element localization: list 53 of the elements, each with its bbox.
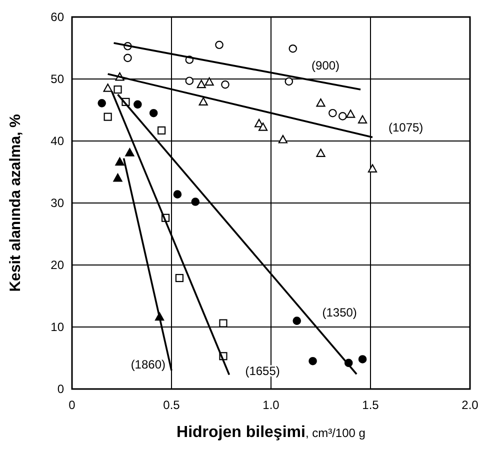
y-tick-label: 0 bbox=[57, 382, 64, 396]
point bbox=[103, 84, 112, 92]
point bbox=[258, 122, 268, 131]
point bbox=[278, 135, 288, 144]
point bbox=[215, 40, 224, 50]
point bbox=[368, 164, 378, 172]
point bbox=[308, 356, 317, 366]
x-tick-label: 0.5 bbox=[163, 398, 180, 412]
y-tick-label: 20 bbox=[50, 258, 64, 272]
series-label: (900) bbox=[312, 58, 340, 73]
point bbox=[198, 97, 208, 106]
point bbox=[284, 77, 294, 86]
y-tick-label: 30 bbox=[50, 196, 64, 210]
point bbox=[124, 54, 132, 62]
point bbox=[358, 355, 367, 364]
point bbox=[316, 98, 326, 107]
x-tick-label: 1.5 bbox=[362, 398, 380, 412]
point bbox=[316, 148, 326, 157]
point bbox=[175, 274, 184, 282]
point bbox=[149, 108, 158, 118]
point bbox=[328, 108, 337, 118]
point bbox=[98, 99, 106, 108]
point bbox=[158, 126, 166, 135]
y-tick-label: 40 bbox=[50, 134, 64, 148]
point bbox=[115, 157, 124, 166]
x-axis-title: Hidrojen bileşimi, cm³/100 g bbox=[176, 424, 366, 441]
point bbox=[358, 115, 368, 124]
point bbox=[219, 319, 228, 328]
point bbox=[221, 80, 230, 89]
point bbox=[191, 198, 200, 206]
point bbox=[338, 112, 347, 120]
point bbox=[346, 110, 356, 118]
point bbox=[134, 100, 142, 109]
point bbox=[104, 112, 112, 121]
y-axis-title: Kesit alanında azalma, % bbox=[7, 114, 24, 292]
series-label: (1860) bbox=[130, 358, 166, 372]
x-tick-label: 0 bbox=[68, 398, 76, 412]
point bbox=[204, 77, 214, 86]
series-label: (1075) bbox=[388, 120, 424, 134]
point bbox=[125, 148, 134, 156]
y-tick-label: 60 bbox=[50, 10, 64, 24]
point bbox=[185, 76, 194, 86]
point bbox=[114, 85, 122, 94]
x-tick-label: 1.0 bbox=[262, 398, 280, 412]
point bbox=[173, 190, 182, 198]
point bbox=[288, 44, 298, 53]
x-tick-label: 2.0 bbox=[462, 398, 478, 412]
y-tick-label: 50 bbox=[50, 72, 64, 86]
point bbox=[292, 316, 302, 325]
point bbox=[196, 80, 206, 88]
series-label: (1350) bbox=[322, 305, 357, 320]
y-tick-label: 10 bbox=[50, 320, 64, 334]
point bbox=[113, 173, 122, 182]
